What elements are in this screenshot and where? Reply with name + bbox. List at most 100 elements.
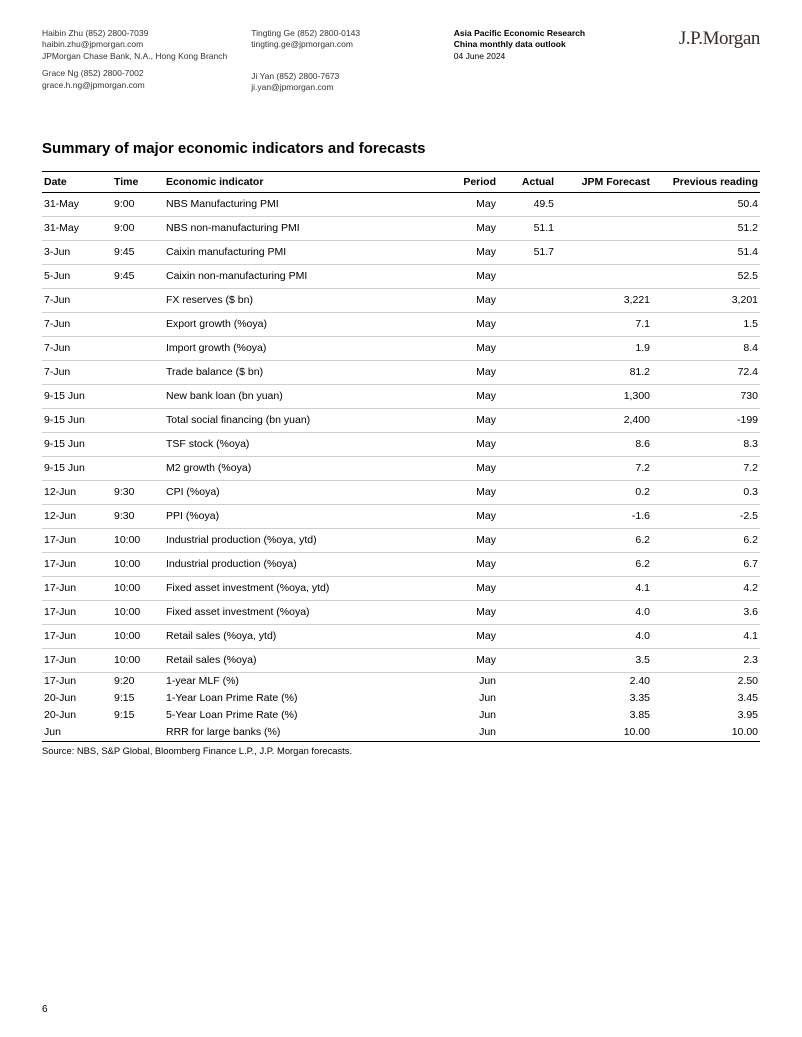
table-cell: [498, 690, 556, 707]
table-row: 17-Jun10:00Fixed asset investment (%oya)…: [42, 600, 760, 624]
table-cell: 3.95: [652, 707, 760, 724]
table-cell: 9-15 Jun: [42, 384, 112, 408]
table-cell: May: [450, 312, 498, 336]
table-row: 5-Jun9:45Caixin non-manufacturing PMIMay…: [42, 264, 760, 288]
table-cell: 9:20: [112, 672, 164, 690]
table-cell: 4.0: [556, 600, 652, 624]
table-row: 17-Jun10:00Fixed asset investment (%oya,…: [42, 576, 760, 600]
table-cell: NBS Manufacturing PMI: [164, 192, 450, 216]
table-cell: May: [450, 600, 498, 624]
table-cell: May: [450, 336, 498, 360]
col-header-actual: Actual: [498, 171, 556, 192]
table-row: 7-JunImport growth (%oya)May1.98.4: [42, 336, 760, 360]
table-cell: 17-Jun: [42, 552, 112, 576]
table-row: 9-15 JunTotal social financing (bn yuan)…: [42, 408, 760, 432]
table-cell: TSF stock (%oya): [164, 432, 450, 456]
table-cell: 9-15 Jun: [42, 408, 112, 432]
table-cell: [498, 480, 556, 504]
table-cell: 31-May: [42, 192, 112, 216]
table-cell: 3,201: [652, 288, 760, 312]
table-cell: 4.1: [556, 576, 652, 600]
indicators-table: Date Time Economic indicator Period Actu…: [42, 171, 760, 742]
table-cell: 6.2: [556, 528, 652, 552]
table-cell: 8.4: [652, 336, 760, 360]
table-row: 7-JunFX reserves ($ bn)May3,2213,201: [42, 288, 760, 312]
table-cell: Caixin manufacturing PMI: [164, 240, 450, 264]
table-cell: 9:00: [112, 192, 164, 216]
col-header-period: Period: [450, 171, 498, 192]
table-cell: 7.1: [556, 312, 652, 336]
contact-entity: JPMorgan Chase Bank, N.A., Hong Kong Bra…: [42, 51, 227, 62]
table-row: 20-Jun9:155-Year Loan Prime Rate (%)Jun3…: [42, 707, 760, 724]
table-cell: 3.85: [556, 707, 652, 724]
table-cell: 2.40: [556, 672, 652, 690]
table-cell: [498, 648, 556, 672]
table-cell: [498, 264, 556, 288]
table-cell: May: [450, 576, 498, 600]
table-cell: 1.9: [556, 336, 652, 360]
table-row: 12-Jun9:30PPI (%oya)May-1.6-2.5: [42, 504, 760, 528]
table-cell: M2 growth (%oya): [164, 456, 450, 480]
contacts-left-column: Haibin Zhu (852) 2800-7039 haibin.zhu@jp…: [42, 28, 227, 100]
report-department: Asia Pacific Economic Research: [454, 28, 585, 39]
table-cell: 17-Jun: [42, 600, 112, 624]
table-cell: May: [450, 456, 498, 480]
table-cell: 17-Jun: [42, 624, 112, 648]
table-cell: May: [450, 504, 498, 528]
table-cell: [498, 576, 556, 600]
table-cell: RRR for large banks (%): [164, 724, 450, 742]
table-cell: [556, 216, 652, 240]
table-cell: -2.5: [652, 504, 760, 528]
contact-email: ji.yan@jpmorgan.com: [251, 82, 360, 93]
table-cell: 9:15: [112, 690, 164, 707]
table-cell: May: [450, 216, 498, 240]
table-cell: 3.35: [556, 690, 652, 707]
table-body: 31-May9:00NBS Manufacturing PMIMay49.550…: [42, 192, 760, 741]
table-cell: [498, 600, 556, 624]
table-row: JunRRR for large banks (%)Jun10.0010.00: [42, 724, 760, 742]
table-cell: 3.6: [652, 600, 760, 624]
table-cell: 31-May: [42, 216, 112, 240]
table-cell: [498, 360, 556, 384]
col-header-date: Date: [42, 171, 112, 192]
table-cell: 0.3: [652, 480, 760, 504]
table-row: 9-15 JunNew bank loan (bn yuan)May1,3007…: [42, 384, 760, 408]
table-cell: [498, 672, 556, 690]
table-cell: 5-Year Loan Prime Rate (%): [164, 707, 450, 724]
table-cell: 72.4: [652, 360, 760, 384]
contacts-block: Haibin Zhu (852) 2800-7039 haibin.zhu@jp…: [42, 28, 360, 100]
table-cell: May: [450, 192, 498, 216]
table-cell: 10.00: [652, 724, 760, 742]
contact-email: haibin.zhu@jpmorgan.com: [42, 39, 227, 50]
table-cell: 6.2: [652, 528, 760, 552]
table-cell: [498, 624, 556, 648]
table-cell: [556, 192, 652, 216]
table-row: 9-15 JunM2 growth (%oya)May7.27.2: [42, 456, 760, 480]
table-cell: Jun: [42, 724, 112, 742]
table-cell: NBS non-manufacturing PMI: [164, 216, 450, 240]
col-header-indicator: Economic indicator: [164, 171, 450, 192]
table-cell: 10:00: [112, 624, 164, 648]
table-cell: 10.00: [556, 724, 652, 742]
table-cell: 9:30: [112, 504, 164, 528]
table-cell: 2.3: [652, 648, 760, 672]
contacts-right-column: Tingting Ge (852) 2800-0143 tingting.ge@…: [251, 28, 360, 100]
table-cell: Retail sales (%oya): [164, 648, 450, 672]
table-cell: Jun: [450, 672, 498, 690]
contact-name-phone: Haibin Zhu (852) 2800-7039: [42, 28, 227, 39]
table-cell: [498, 384, 556, 408]
table-cell: 7.2: [652, 456, 760, 480]
table-cell: [498, 552, 556, 576]
contact-email: grace.h.ng@jpmorgan.com: [42, 80, 227, 91]
table-cell: May: [450, 480, 498, 504]
table-cell: 20-Jun: [42, 707, 112, 724]
table-cell: Industrial production (%oya): [164, 552, 450, 576]
report-date: 04 June 2024: [454, 51, 585, 62]
contact-entry: Ji Yan (852) 2800-7673 ji.yan@jpmorgan.c…: [251, 71, 360, 94]
contact-entry: Haibin Zhu (852) 2800-7039 haibin.zhu@jp…: [42, 28, 227, 62]
table-cell: May: [450, 648, 498, 672]
table-cell: 6.2: [556, 552, 652, 576]
table-cell: 49.5: [498, 192, 556, 216]
source-note: Source: NBS, S&P Global, Bloomberg Finan…: [42, 745, 760, 756]
table-row: 17-Jun10:00Industrial production (%oya)M…: [42, 552, 760, 576]
